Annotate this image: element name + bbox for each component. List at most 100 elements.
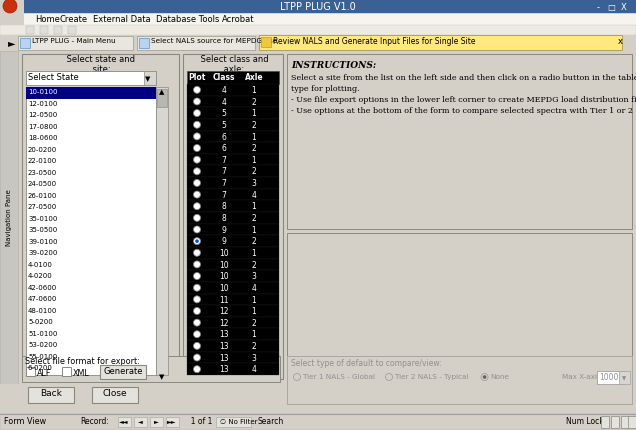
Text: 27-0500: 27-0500 <box>28 204 57 210</box>
Bar <box>187 282 279 294</box>
Text: 39-0200: 39-0200 <box>28 250 57 256</box>
Text: 6-0200: 6-0200 <box>28 365 53 371</box>
Text: 1: 1 <box>252 295 256 304</box>
Bar <box>621 416 629 428</box>
Text: ▲: ▲ <box>159 89 165 95</box>
Bar <box>187 352 279 363</box>
Bar <box>118 417 131 427</box>
Text: 6: 6 <box>221 144 226 153</box>
Text: 13: 13 <box>219 341 229 350</box>
Circle shape <box>193 111 200 117</box>
Text: 1: 1 <box>252 330 256 339</box>
Text: 18-0600: 18-0600 <box>28 135 57 141</box>
Text: LTPP PLUG - Main Menu: LTPP PLUG - Main Menu <box>32 38 116 44</box>
Text: 8: 8 <box>221 214 226 222</box>
Circle shape <box>193 343 200 350</box>
Bar <box>54 27 62 35</box>
Text: Select class and
 axle:: Select class and axle: <box>198 55 268 74</box>
Text: ◄◄: ◄◄ <box>120 418 128 423</box>
Text: Num Lock: Num Lock <box>566 416 604 425</box>
Bar <box>187 131 279 143</box>
Bar <box>144 72 156 86</box>
Bar <box>187 363 279 375</box>
Bar <box>287 356 632 404</box>
Circle shape <box>193 285 200 292</box>
Bar <box>259 36 622 51</box>
Text: Axle: Axle <box>245 73 263 82</box>
Text: Generate: Generate <box>103 366 142 375</box>
Circle shape <box>193 145 200 152</box>
Bar <box>187 96 279 108</box>
Text: Select file format for export:: Select file format for export: <box>25 356 140 365</box>
Circle shape <box>293 374 300 381</box>
Text: X: X <box>621 3 627 12</box>
Text: 7: 7 <box>221 156 226 164</box>
Bar <box>0 52 636 384</box>
Bar <box>22 55 179 379</box>
Bar <box>139 39 149 49</box>
Bar <box>287 233 632 380</box>
Bar <box>187 236 279 247</box>
Text: None: None <box>490 373 509 379</box>
Circle shape <box>193 87 200 94</box>
Text: Tier 1 NALS - Global: Tier 1 NALS - Global <box>303 373 375 379</box>
Text: Form View: Form View <box>4 416 46 425</box>
Text: 42-0600: 42-0600 <box>28 284 57 290</box>
Text: Select type of default to compare/view:: Select type of default to compare/view: <box>291 358 442 367</box>
Bar <box>187 166 279 178</box>
Circle shape <box>483 375 487 379</box>
Bar <box>18 37 133 51</box>
Circle shape <box>193 331 200 338</box>
Text: 5: 5 <box>221 109 226 118</box>
Text: Select State: Select State <box>28 73 79 82</box>
Text: External Data: External Data <box>93 15 151 24</box>
Text: 9: 9 <box>221 225 226 234</box>
Bar <box>22 356 280 382</box>
Text: 10: 10 <box>219 260 229 269</box>
Text: 53-0200: 53-0200 <box>28 342 57 347</box>
Text: Navigation Pane: Navigation Pane <box>6 189 12 246</box>
Text: 17-0800: 17-0800 <box>28 123 57 129</box>
Bar <box>187 154 279 166</box>
Text: 10: 10 <box>219 272 229 281</box>
Bar <box>619 371 630 384</box>
Circle shape <box>193 354 200 361</box>
Bar <box>187 85 279 96</box>
Bar <box>100 365 146 379</box>
Text: 9: 9 <box>221 237 226 246</box>
Text: 7: 7 <box>221 179 226 187</box>
Bar <box>187 224 279 236</box>
Circle shape <box>193 99 200 106</box>
Bar <box>187 317 279 329</box>
Circle shape <box>193 227 200 233</box>
Text: 20-0200: 20-0200 <box>28 146 57 152</box>
Text: Select state and
 site:: Select state and site: <box>64 55 135 74</box>
Text: 7: 7 <box>221 190 226 199</box>
Text: Review NALS and Generate Input Files for Single Site: Review NALS and Generate Input Files for… <box>273 37 476 46</box>
Text: 12-0100: 12-0100 <box>28 100 57 106</box>
Circle shape <box>193 308 200 315</box>
Text: Class: Class <box>213 73 235 82</box>
Bar <box>611 416 619 428</box>
Text: ◄: ◄ <box>137 418 142 423</box>
Circle shape <box>193 180 200 187</box>
Bar <box>134 417 147 427</box>
Text: Database Tools: Database Tools <box>156 15 219 24</box>
Bar <box>150 417 163 427</box>
Text: 4: 4 <box>252 283 256 292</box>
Circle shape <box>193 157 200 164</box>
Text: ∅ No Filter: ∅ No Filter <box>220 418 258 424</box>
Text: Record:: Record: <box>80 416 109 425</box>
Text: 2: 2 <box>252 318 256 327</box>
Bar <box>166 417 179 427</box>
Text: 39-0100: 39-0100 <box>28 238 57 244</box>
Bar <box>156 88 168 375</box>
Text: 1: 1 <box>252 249 256 258</box>
Bar <box>187 305 279 317</box>
Text: ALF: ALF <box>37 368 52 377</box>
Text: 1: 1 <box>252 86 256 95</box>
Bar <box>187 340 279 352</box>
Circle shape <box>481 374 488 381</box>
Text: ▼: ▼ <box>145 76 151 82</box>
Text: 10: 10 <box>219 249 229 258</box>
